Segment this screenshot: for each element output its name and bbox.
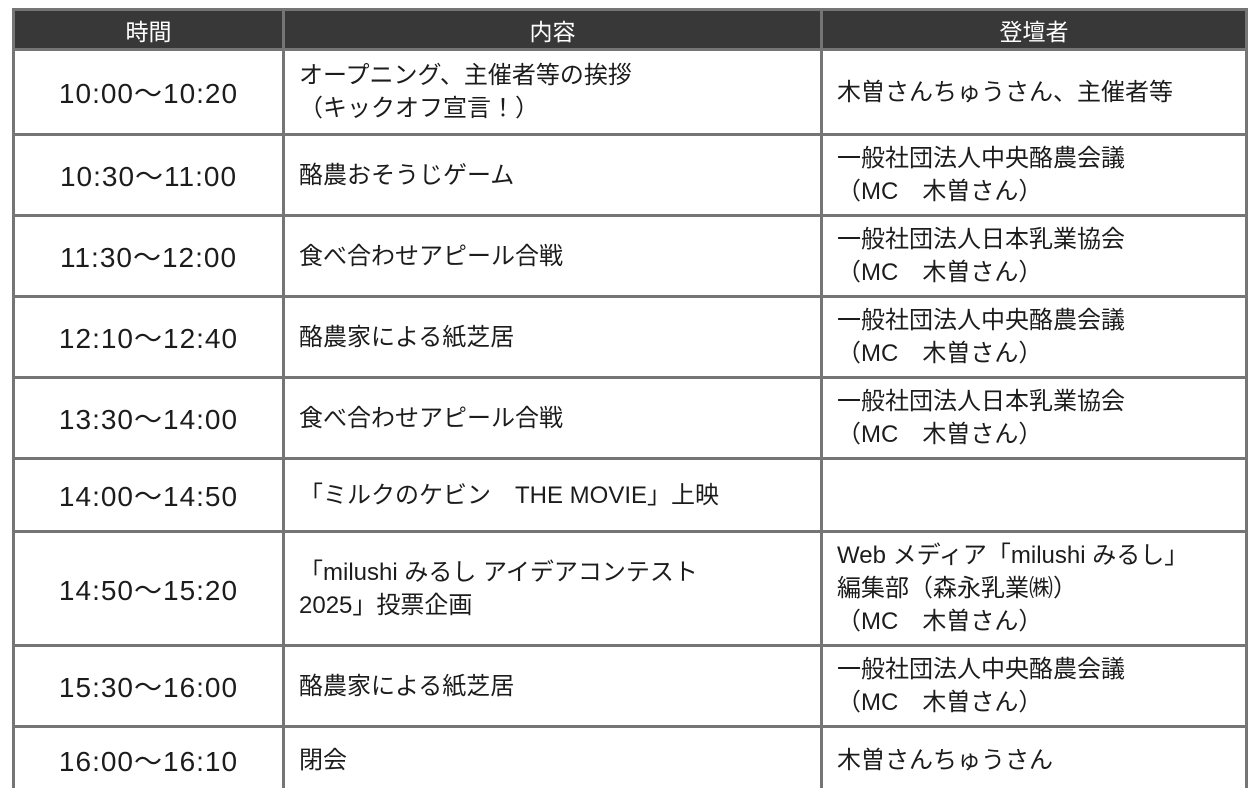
time-cell: 11:30～12:00 (12, 214, 285, 298)
speaker-cell: 一般社団法人中央酪農会議 （MC 木曽さん） (820, 644, 1248, 728)
time-cell: 13:30～14:00 (12, 376, 285, 460)
table-row: 16:00～16:10 閉会 木曽さんちゅうさん (12, 725, 1248, 788)
column-header-content: 内容 (282, 8, 823, 51)
table-header-row: 時間 内容 登壇者 (12, 8, 1248, 51)
time-cell: 10:30～11:00 (12, 133, 285, 217)
table-row: 10:30～11:00 酪農おそうじゲーム 一般社団法人中央酪農会議 （MC 木曽さ… (12, 133, 1248, 217)
speaker-cell: 木曽さんちゅうさん、主催者等 (820, 48, 1248, 136)
table-row: 10:00～10:20 オープニング、主催者等の挨拶 （キックオフ宣言！） 木曽さん… (12, 48, 1248, 136)
content-cell: 酪農家による紙芝居 (282, 644, 823, 728)
time-cell: 16:00～16:10 (12, 725, 285, 788)
time-cell: 12:10～12:40 (12, 295, 285, 379)
speaker-cell: Web メディア「milushi みるし」 編集部（森永乳業㈱） （MC 木曽さ… (820, 530, 1248, 647)
content-cell: 酪農おそうじゲーム (282, 133, 823, 217)
speaker-cell: 一般社団法人日本乳業協会 （MC 木曽さん） (820, 376, 1248, 460)
content-cell: 食べ合わせアピール合戦 (282, 376, 823, 460)
table-row: 12:10～12:40 酪農家による紙芝居 一般社団法人中央酪農会議 （MC 木曽さ… (12, 295, 1248, 379)
table-row: 11:30～12:00 食べ合わせアピール合戦 一般社団法人日本乳業協会 （MC 木… (12, 214, 1248, 298)
speaker-cell: 木曽さんちゅうさん (820, 725, 1248, 788)
time-cell: 10:00～10:20 (12, 48, 285, 136)
table-body: 10:00～10:20 オープニング、主催者等の挨拶 （キックオフ宣言！） 木曽さん… (12, 48, 1248, 788)
speaker-cell: 一般社団法人中央酪農会議 （MC 木曽さん） (820, 133, 1248, 217)
column-header-speaker: 登壇者 (820, 8, 1248, 51)
content-cell: オープニング、主催者等の挨拶 （キックオフ宣言！） (282, 48, 823, 136)
table-row: 14:00～14:50 「ミルクのケビン THE MOVIE」上映 (12, 457, 1248, 533)
content-cell: 「ミルクのケビン THE MOVIE」上映 (282, 457, 823, 533)
content-cell: 閉会 (282, 725, 823, 788)
table-row: 15:30～16:00 酪農家による紙芝居 一般社団法人中央酪農会議 （MC 木曽さ… (12, 644, 1248, 728)
table-row: 13:30～14:00 食べ合わせアピール合戦 一般社団法人日本乳業協会 （MC 木… (12, 376, 1248, 460)
content-cell: 「milushi みるし アイデアコンテスト 2025」投票企画 (282, 530, 823, 647)
speaker-cell: 一般社団法人日本乳業協会 （MC 木曽さん） (820, 214, 1248, 298)
speaker-cell: 一般社団法人中央酪農会議 （MC 木曽さん） (820, 295, 1248, 379)
content-cell: 酪農家による紙芝居 (282, 295, 823, 379)
content-cell: 食べ合わせアピール合戦 (282, 214, 823, 298)
time-cell: 14:00～14:50 (12, 457, 285, 533)
time-cell: 15:30～16:00 (12, 644, 285, 728)
time-cell: 14:50～15:20 (12, 530, 285, 647)
column-header-time: 時間 (12, 8, 285, 51)
speaker-cell (820, 457, 1248, 533)
event-schedule-table: 時間 内容 登壇者 10:00～10:20 オープニング、主催者等の挨拶 （キック… (12, 8, 1248, 788)
table-row: 14:50～15:20 「milushi みるし アイデアコンテスト 2025」投… (12, 530, 1248, 647)
